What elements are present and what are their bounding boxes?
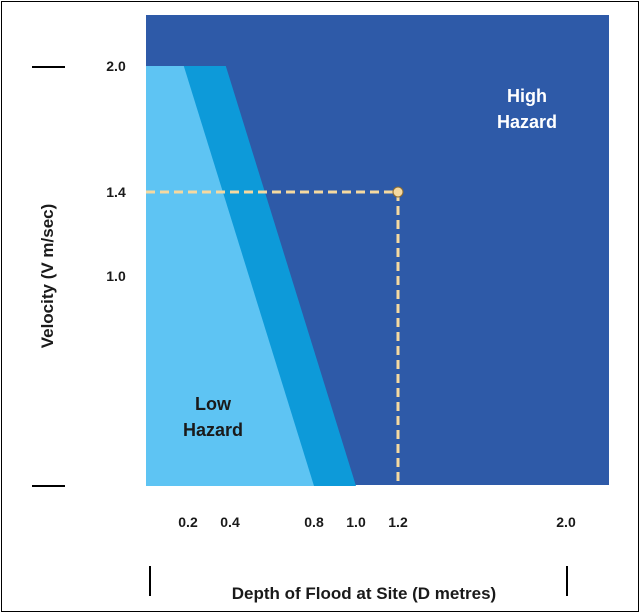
y-axis-title: Velocity (V m/sec) — [38, 204, 57, 349]
x-tick-label: 1.2 — [388, 514, 408, 530]
x-tick-label: 0.2 — [178, 514, 198, 530]
zone-label-high-hazard: Hazard — [497, 112, 557, 132]
zone-label-low-hazard: Low — [195, 394, 232, 414]
y-tick-label: 2.0 — [106, 58, 126, 74]
x-tick-label: 0.8 — [304, 514, 324, 530]
x-tick-label: 0.4 — [220, 514, 240, 530]
y-tick-label: 1.0 — [106, 268, 126, 284]
x-tick-label: 2.0 — [556, 514, 576, 530]
x-tick-label: 1.0 — [346, 514, 366, 530]
zone-label-high-hazard: High — [507, 86, 547, 106]
zone-label-low-hazard: Hazard — [183, 420, 243, 440]
highlight-point — [392, 186, 404, 198]
region-low-hazard — [146, 66, 314, 486]
y-tick-label: 1.4 — [106, 184, 126, 200]
x-axis-title: Depth of Flood at Site (D metres) — [232, 584, 496, 603]
